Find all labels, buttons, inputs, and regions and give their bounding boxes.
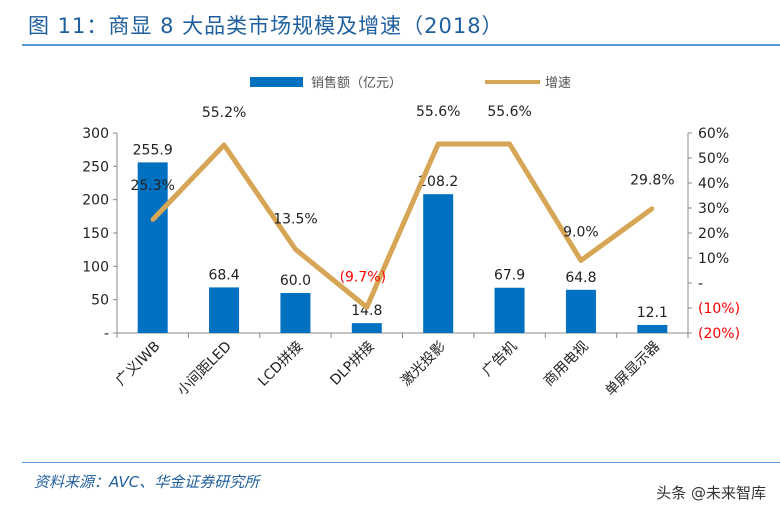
chart: 销售额（亿元） 增速 - 50 100 150 200 250 300 (20%) (10%) - 10…: [82, 75, 740, 400]
bar: [137, 162, 168, 333]
category-label: DLP拼接: [327, 338, 378, 389]
growth-point: [364, 305, 369, 310]
left-tick-label: 150: [82, 226, 109, 242]
bar: [565, 289, 596, 333]
growth-point: [578, 258, 583, 263]
category-label: 激光投影: [397, 338, 449, 390]
right-tick-label: (10%): [698, 301, 740, 317]
category-label: 广义IWB: [113, 339, 164, 390]
bar-value-label: 60.0: [280, 273, 311, 289]
bar: [494, 287, 525, 333]
right-tick-label: 30%: [698, 201, 729, 217]
left-tick-label: 300: [82, 126, 109, 142]
left-tick-label: 50: [91, 293, 109, 309]
watermark: 头条 @未来智库: [656, 484, 766, 502]
right-tick-label: 50%: [698, 151, 729, 167]
bar-value-label: 67.9: [494, 268, 525, 284]
growth-value-label: 29.8%: [630, 173, 674, 189]
right-tick-label: 20%: [698, 226, 729, 242]
bar-value-label: 12.1: [637, 305, 668, 321]
growth-point: [293, 247, 298, 252]
bar-value-label: 68.4: [208, 267, 239, 283]
growth-value-label: 25.3%: [130, 178, 174, 194]
right-tick-label: 10%: [698, 251, 729, 267]
left-tick-label: 250: [82, 159, 109, 175]
bar: [209, 287, 240, 333]
growth-value-label: (9.7%): [340, 269, 387, 285]
growth-point: [507, 142, 512, 146]
bar: [423, 194, 454, 333]
bar: [351, 323, 382, 333]
category-label: 小间距LED: [174, 339, 234, 399]
category-label: 广告机: [479, 339, 520, 380]
right-tick-label: 60%: [698, 126, 729, 142]
category-label: 单屏显示器: [602, 339, 663, 400]
growth-point: [222, 143, 227, 147]
source-rule: [22, 462, 780, 463]
growth-point: [650, 206, 655, 211]
bar: [280, 293, 311, 333]
bar-value-label: 208.2: [418, 174, 458, 190]
growth-value-label: 55.6%: [416, 104, 460, 120]
legend-bar-label: 销售额（亿元）: [311, 75, 402, 91]
left-tick-label: 200: [82, 193, 109, 209]
right-tick-label: 40%: [698, 176, 729, 192]
growth-point: [150, 217, 155, 222]
growth-value-label: 55.6%: [487, 104, 531, 120]
legend-bar-swatch: [250, 77, 303, 87]
right-tick-label: (20%): [698, 326, 740, 342]
bar-value-label: 64.8: [565, 270, 596, 286]
left-tick-label: 100: [82, 259, 109, 275]
bar-value-label: 14.8: [351, 303, 382, 319]
legend-line-label: 增速: [545, 76, 571, 91]
growth-value-label: 13.5%: [273, 211, 317, 227]
title-rule: [22, 44, 780, 46]
growth-value-label: 55.2%: [202, 105, 246, 121]
bar-value-label: 255.9: [133, 142, 173, 158]
growth-value-label: 9.0%: [563, 225, 599, 241]
right-tick-label: -: [698, 276, 703, 292]
bar: [637, 324, 668, 333]
left-tick-label: -: [104, 326, 109, 342]
category-label: 商用电视: [541, 339, 592, 390]
growth-point: [436, 142, 441, 146]
category-label: LCD拼接: [254, 338, 306, 390]
source-note: 资料来源：AVC、华金证券研究所: [34, 473, 260, 491]
growth-line: [150, 141, 654, 310]
figure-title: 图 11：商显 8 大品类市场规模及增速（2018）: [28, 14, 504, 38]
